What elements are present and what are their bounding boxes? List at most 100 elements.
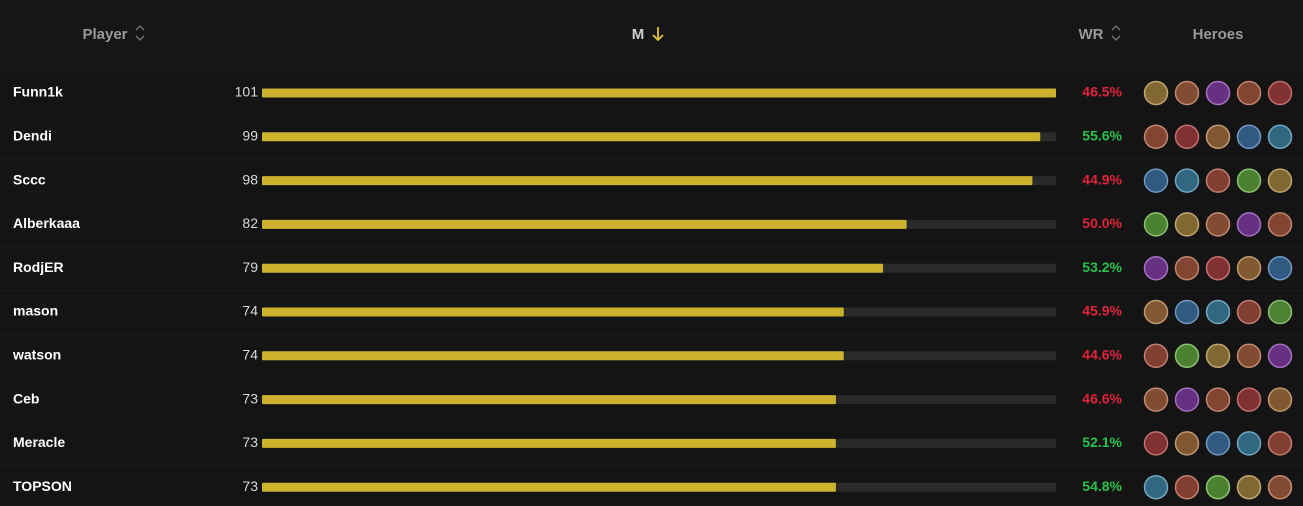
matches-count: 73 [242,390,258,406]
player-name[interactable]: Sccc [13,171,46,187]
matches-count: 101 [235,84,259,100]
header-matches[interactable]: M [632,26,645,43]
sort-arrow[interactable] [652,27,664,42]
header-row [0,0,1303,70]
player-name[interactable]: Funn1k [13,84,63,100]
hero-icon[interactable] [1143,212,1169,237]
player-name[interactable]: mason [13,303,58,319]
hero-icon[interactable] [1174,212,1200,237]
sort-icon[interactable] [1111,25,1121,41]
hero-icon[interactable] [1143,299,1169,325]
sort-icon[interactable] [135,25,145,41]
matches-count: 82 [242,215,258,231]
hero-icon[interactable] [1174,168,1200,193]
hero-icon[interactable] [1267,387,1293,412]
hero-icon[interactable] [1236,474,1262,500]
hero-icon[interactable] [1143,387,1169,412]
hero-icon[interactable] [1174,299,1200,325]
hero-icon[interactable] [1236,255,1262,281]
player-name[interactable]: watson [12,347,61,363]
hero-icon[interactable] [1267,255,1293,281]
matches-bar [262,307,844,317]
matches-bar [262,219,907,229]
matches-count: 79 [242,259,258,275]
matches-count: 98 [242,171,258,187]
hero-icon[interactable] [1267,299,1293,325]
hero-icon[interactable] [1236,431,1262,456]
header-winrate[interactable]: WR [1079,26,1104,43]
hero-icon[interactable] [1174,387,1200,412]
row-separator [0,290,1303,291]
hero-icon[interactable] [1143,168,1169,193]
hero-icon[interactable] [1267,124,1293,150]
hero-icon[interactable] [1205,212,1231,237]
hero-icon[interactable] [1205,80,1231,106]
player-name[interactable]: TOPSON [13,478,72,494]
matches-count: 73 [242,478,258,494]
matches-bar [262,482,836,492]
hero-icon[interactable] [1236,212,1262,237]
player-name[interactable]: Alberkaaa [13,215,80,231]
hero-icon[interactable] [1143,474,1169,500]
hero-icon[interactable] [1205,431,1231,456]
hero-icon[interactable] [1143,343,1169,369]
hero-icon[interactable] [1236,299,1262,325]
hero-icon[interactable] [1174,255,1200,281]
hero-icon[interactable] [1205,168,1231,193]
row-separator [0,246,1303,248]
winrate: 53.2% [1082,259,1122,275]
hero-icon[interactable] [1236,387,1262,412]
matches-count: 99 [242,128,258,144]
hero-icon[interactable] [1236,168,1262,193]
matches-count: 73 [242,434,258,450]
hero-icon[interactable] [1236,343,1262,369]
player-name[interactable]: Ceb [13,390,39,406]
hero-icon[interactable] [1205,255,1231,281]
hero-icon[interactable] [1267,168,1293,193]
matches-count: 74 [242,303,258,319]
hero-icon[interactable] [1143,255,1169,281]
matches-bar [262,395,836,405]
matches-bar [262,351,844,361]
header-heroes: Heroes [1193,26,1244,43]
hero-icon[interactable] [1174,431,1200,456]
hero-icon[interactable] [1174,343,1200,369]
hero-icon[interactable] [1174,80,1200,106]
hero-icon[interactable] [1205,474,1231,500]
player-name[interactable]: Dendi [13,128,52,144]
matches-count: 74 [242,347,258,363]
row-separator [0,158,1303,160]
winrate: 52.1% [1082,434,1122,450]
hero-icon[interactable] [1205,124,1231,150]
matches-bar [262,438,836,448]
hero-icon[interactable] [1236,124,1262,150]
hero-icon[interactable] [1205,387,1231,412]
hero-icon[interactable] [1267,80,1293,106]
winrate: 45.9% [1082,303,1122,319]
winrate: 50.0% [1082,215,1122,231]
hero-icon[interactable] [1267,212,1293,237]
hero-icon[interactable] [1143,124,1169,150]
hero-icon[interactable] [1267,343,1293,369]
player-name[interactable]: Meracle [13,434,65,450]
winrate: 44.6% [1082,347,1122,363]
hero-icon[interactable] [1236,80,1262,106]
winrate: 46.5% [1082,84,1122,100]
row-separator [0,71,1303,72]
player-name[interactable]: RodjER [13,259,64,275]
matches-bar [262,176,1033,186]
hero-icon[interactable] [1143,431,1169,456]
hero-icon[interactable] [1174,474,1200,500]
header-player[interactable]: Player [82,26,127,43]
hero-icon[interactable] [1267,431,1293,456]
row-separator [0,202,1303,204]
hero-icon[interactable] [1205,299,1231,325]
hero-icon[interactable] [1205,343,1231,369]
winrate: 55.6% [1082,128,1122,144]
hero-icon[interactable] [1174,124,1200,150]
hero-icon[interactable] [1267,474,1293,500]
matches-bar [262,132,1041,142]
hero-icon[interactable] [1143,80,1169,106]
